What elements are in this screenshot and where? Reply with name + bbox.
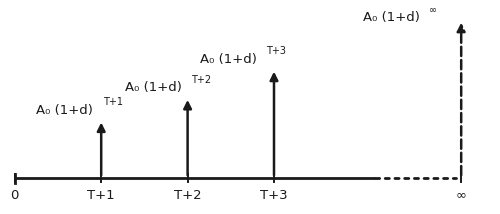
Text: ∞: ∞ (429, 4, 437, 15)
Text: T+1: T+1 (102, 97, 122, 107)
Text: A₀ (1+d): A₀ (1+d) (363, 11, 420, 24)
Text: ∞: ∞ (456, 189, 466, 202)
Text: A₀ (1+d): A₀ (1+d) (200, 53, 256, 66)
Text: A₀ (1+d): A₀ (1+d) (36, 104, 94, 117)
Text: T+2: T+2 (174, 189, 202, 202)
Text: A₀ (1+d): A₀ (1+d) (125, 82, 182, 94)
Text: T+3: T+3 (266, 46, 286, 56)
Text: T+1: T+1 (88, 189, 115, 202)
Text: 0: 0 (10, 189, 19, 202)
Text: T+3: T+3 (260, 189, 288, 202)
Text: T+2: T+2 (192, 75, 212, 85)
